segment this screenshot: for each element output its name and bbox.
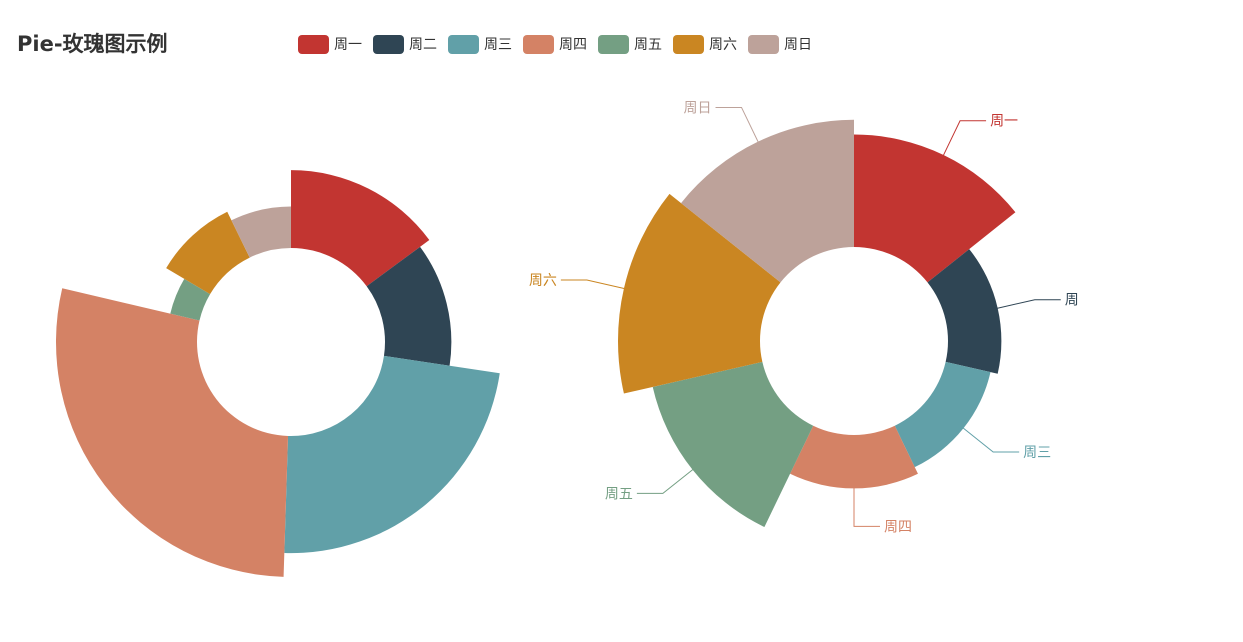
slice-0-5[interactable]	[166, 211, 250, 295]
legend-item-1[interactable]: 周二	[373, 34, 437, 54]
legend-item-0[interactable]: 周一	[298, 34, 362, 54]
legend-label-4: 周五	[634, 37, 662, 53]
rose-chart-0	[56, 170, 500, 577]
slice-0-6[interactable]	[231, 206, 291, 258]
legend-item-6[interactable]: 周日	[748, 34, 812, 54]
label-line-1-2	[960, 426, 1020, 453]
slice-0-2[interactable]	[284, 355, 500, 554]
slice-0-3[interactable]	[56, 288, 289, 577]
legend-item-4[interactable]: 周五	[598, 34, 662, 54]
legend-swatch-1	[373, 34, 404, 54]
legend-swatch-3	[523, 34, 554, 54]
slice-label-1-3: 周四	[884, 519, 912, 535]
slice-0-4[interactable]	[170, 278, 211, 321]
legend-item-5[interactable]: 周六	[673, 34, 737, 54]
slice-1-2[interactable]	[894, 361, 991, 468]
slice-1-4[interactable]	[652, 361, 814, 528]
legend-swatch-4	[598, 34, 629, 54]
legend-label-5: 周六	[709, 37, 737, 53]
slice-label-1-0: 周一	[990, 114, 1018, 130]
legend-item-2[interactable]: 周三	[448, 34, 512, 54]
slice-1-3[interactable]	[790, 425, 918, 489]
legend-label-6: 周日	[784, 37, 812, 53]
slice-label-1-1: 周	[1065, 293, 1079, 309]
slice-label-1-6: 周日	[684, 100, 712, 116]
slice-1-1[interactable]	[927, 249, 1002, 374]
label-line-1-6	[715, 106, 760, 145]
legend: 周一 周二 周三 周四 周五 周六 周日	[298, 34, 823, 54]
slice-label-1-4: 周五	[605, 486, 633, 502]
slice-label-1-2: 周三	[1023, 445, 1051, 461]
label-line-1-3	[853, 485, 880, 527]
slice-1-6[interactable]	[681, 119, 854, 283]
label-line-1-4	[636, 467, 696, 494]
legend-swatch-5	[673, 34, 704, 54]
label-line-1-5	[560, 279, 627, 290]
slice-0-1[interactable]	[366, 246, 452, 366]
legend-swatch-0	[298, 34, 329, 54]
legend-item-3[interactable]: 周四	[523, 34, 587, 54]
slice-label-1-5: 周六	[529, 273, 557, 289]
label-line-1-1	[994, 299, 1061, 310]
chart-title: Pie-玫瑰图示例	[17, 32, 168, 56]
legend-label-2: 周三	[484, 37, 512, 53]
slice-1-0[interactable]	[854, 134, 1016, 283]
slice-1-5[interactable]	[617, 193, 781, 394]
legend-swatch-6	[748, 34, 779, 54]
legend-swatch-2	[448, 34, 479, 54]
legend-label-0: 周一	[334, 37, 362, 53]
slice-0-0[interactable]	[291, 170, 430, 287]
label-line-1-0	[941, 120, 987, 158]
legend-label-3: 周四	[559, 37, 587, 53]
legend-label-1: 周二	[409, 37, 437, 53]
